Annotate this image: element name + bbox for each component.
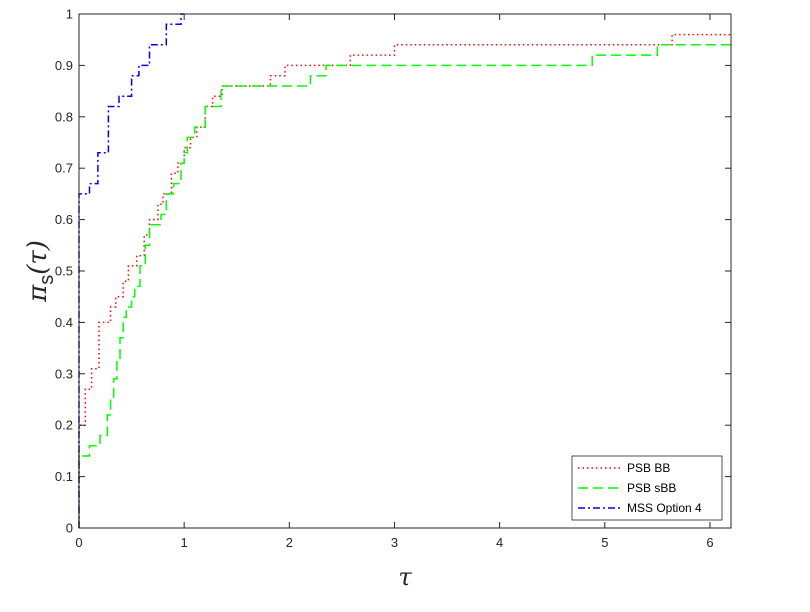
x-tick-label: 5 bbox=[601, 535, 608, 550]
x-tick-label: 0 bbox=[75, 535, 82, 550]
series-layer bbox=[78, 13, 731, 528]
plot-area bbox=[79, 14, 731, 528]
y-axis-label-arg: (τ) bbox=[23, 240, 53, 275]
y-tick-label: 0.5 bbox=[55, 264, 73, 279]
x-tick-label: 3 bbox=[391, 535, 398, 550]
legend-label-psb-sbb: PSB sBB bbox=[627, 481, 676, 495]
y-tick-label: 0.3 bbox=[55, 366, 73, 381]
y-tick-label: 0.7 bbox=[55, 161, 73, 176]
series-line-psb-sbb bbox=[78, 44, 731, 528]
y-tick-label: 0.9 bbox=[55, 58, 73, 73]
x-tick-label: 4 bbox=[496, 535, 503, 550]
x-axis-label: τ bbox=[398, 563, 412, 591]
y-tick-label: 0.1 bbox=[55, 469, 73, 484]
y-axis-label: πs(τ) bbox=[23, 240, 58, 303]
x-tick-label: 1 bbox=[181, 535, 188, 550]
x-tick-label: 2 bbox=[286, 535, 293, 550]
y-tick-label: 0.8 bbox=[55, 109, 73, 124]
legend-label-psb-bb: PSB BB bbox=[627, 461, 670, 475]
y-tick-label: 0 bbox=[66, 521, 73, 536]
legend-label-mss-option-4: MSS Option 4 bbox=[627, 501, 702, 515]
legend: PSB BB PSB sBB MSS Option 4 bbox=[571, 455, 723, 521]
tick-layer: 0 1 2 3 4 5 6 0 0.1 0.2 0.3 0.4 0.5 0.6 0.7 0.8 0.9 1 bbox=[55, 7, 731, 550]
y-tick-label: 1 bbox=[66, 7, 73, 22]
series-line-mss-option-4 bbox=[78, 13, 185, 528]
y-tick-label: 0.4 bbox=[55, 315, 73, 330]
series-line-psb-bb bbox=[78, 33, 731, 528]
y-axis-label-sub: s bbox=[36, 275, 58, 285]
y-tick-label: 0.6 bbox=[55, 212, 73, 227]
y-axis-label-main: π bbox=[23, 284, 53, 303]
x-tick-label: 6 bbox=[706, 535, 713, 550]
y-tick-label: 0.2 bbox=[55, 418, 73, 433]
